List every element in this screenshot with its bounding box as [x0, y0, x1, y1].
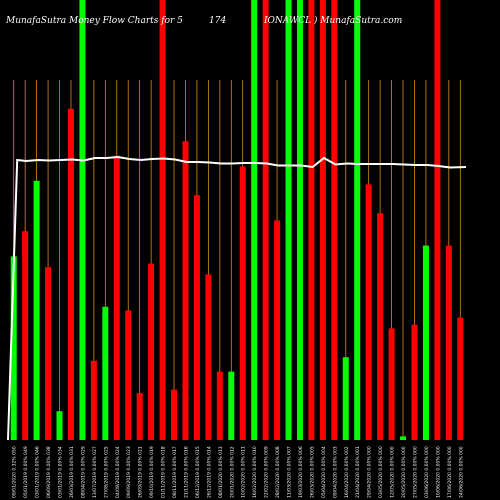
x-tick-label: 08/04/2019 0.00% 029 — [80, 446, 86, 498]
bar — [193, 195, 200, 440]
bar — [319, 0, 326, 440]
bar — [67, 108, 74, 441]
bar — [445, 245, 452, 440]
x-tick-label: 06/12/2019 0.00% 015 — [195, 446, 201, 498]
x-tick-label: 01/11/2019 0.00% 018 — [161, 446, 167, 498]
x-tick-label: 03/05/2020 0.00% 000 — [378, 446, 384, 498]
bar — [388, 328, 395, 440]
bar — [159, 0, 166, 440]
x-tick-label: 10/06/2020 0.00% 000 — [435, 446, 441, 498]
x-tick-label: 26/03/2020 0.00% 005 — [309, 446, 315, 498]
bar — [411, 324, 418, 440]
x-tick-label: 13/07/2019 0.00% 027 — [92, 446, 98, 498]
x-tick-label: 21/04/2020 0.00% 001 — [355, 446, 361, 498]
x-tick-label: 09/04/2020 0.00% 003 — [332, 446, 338, 498]
bar — [434, 0, 441, 440]
bar — [33, 180, 40, 441]
x-tick-label: 16/02/2020 0.00% 010 — [252, 446, 258, 498]
bar — [274, 220, 281, 440]
x-tick-label: 11/03/2020 0.00% 007 — [287, 446, 293, 498]
x-tick-label: 08/01/2020 0.00% 013 — [218, 446, 224, 498]
x-tick-label: 08/11/2019 0.00% 017 — [172, 446, 178, 498]
x-tick-label: 27/05/2020 0.00% 000 — [412, 446, 418, 498]
bar — [205, 274, 212, 440]
money-flow-line — [7, 155, 467, 441]
x-tick-label: 17/06/2020 0.00% 000 — [447, 446, 453, 498]
x-tick-label: 03/01/2019 0.00% 046 — [35, 446, 41, 498]
x-tick-label: 09/10/2019 0.00% 019 — [149, 446, 155, 498]
x-tick-label: 09/01/2020 0.32% 050 — [12, 446, 18, 498]
x-tick-label: 10/02/2020 0.00% 011 — [241, 446, 247, 498]
bar — [45, 267, 52, 440]
bar — [22, 231, 29, 440]
chart-title-left: MunafaSutra Money Flow Charts for 5 — [5, 16, 183, 26]
bar — [308, 0, 315, 440]
bar — [125, 310, 132, 440]
x-tick-label: 05/01/2019 0.00% 049 — [23, 446, 29, 498]
bar — [365, 184, 372, 440]
x-tick-label: 26/12/2019 0.00% 014 — [206, 446, 212, 498]
x-tick-label: 27/08/2019 0.00% 025 — [103, 446, 109, 498]
x-tick-label: 06/09/2019 0.00% 038 — [46, 446, 52, 498]
bar — [182, 141, 189, 440]
bar — [10, 256, 17, 440]
bar — [228, 371, 235, 440]
x-tick-label: 29/04/2020 0.00% 000 — [367, 446, 373, 498]
x-tick-labels: 09/01/2020 0.32% 050 05/01/2019 0.00% 049… — [12, 446, 465, 498]
bar — [377, 213, 384, 440]
bar — [171, 389, 178, 440]
x-tick-label: 28/02/2020 0.00% 008 — [275, 446, 281, 498]
x-tick-label: 21/11/2019 0.00% 016 — [183, 446, 189, 498]
bar — [113, 155, 120, 440]
x-tick-label: 20/01/2020 0.00% 012 — [229, 446, 235, 498]
x-tick-label: 12/05/2020 0.00% 000 — [390, 446, 396, 498]
bar — [400, 436, 407, 440]
x-tick-label: 26/09/2019 0.00% 021 — [138, 446, 144, 498]
bar — [90, 360, 97, 440]
bar — [136, 393, 143, 440]
x-tick-label: 20/05/2020 0.00% 000 — [401, 446, 407, 498]
x-tick-label: 19/03/2020 0.00% 006 — [298, 446, 304, 498]
bar — [342, 357, 349, 440]
x-tick-label: 24/06/2020 0.00% 000 — [458, 446, 464, 498]
x-tick-label: 09/09/2019 0.00% 023 — [126, 446, 132, 498]
x-tick-label: 03/06/2020 0.00% 000 — [424, 446, 430, 498]
bar — [331, 0, 338, 440]
x-tick-label: 16/04/2020 0.00% 002 — [344, 446, 350, 498]
bar — [148, 263, 155, 440]
bar — [262, 0, 269, 440]
bar — [216, 371, 223, 440]
x-tick-label: 22/02/2020 0.00% 009 — [264, 446, 270, 498]
bar — [239, 166, 246, 440]
chart-title-right: IONAWCL ) MunafaSutra.com — [263, 15, 402, 26]
bar — [102, 306, 109, 440]
bar — [56, 411, 63, 440]
bar — [422, 245, 429, 440]
bar — [354, 0, 361, 440]
x-tick-label: 03/01/2019 0.00% 034 — [58, 446, 64, 498]
bar — [285, 0, 292, 440]
x-tick-label: 04/08/2019 0.00% 024 — [115, 446, 121, 498]
bar — [296, 0, 303, 440]
bar — [457, 317, 464, 440]
x-tick-label: 05/04/2020 0.00% 004 — [321, 446, 327, 498]
bars — [10, 0, 464, 441]
bar — [79, 0, 86, 440]
bar — [251, 0, 258, 440]
chart-title-mid: 174 — [209, 16, 226, 26]
x-tick-label: 26/03/2019 0.00% 031 — [69, 446, 75, 498]
